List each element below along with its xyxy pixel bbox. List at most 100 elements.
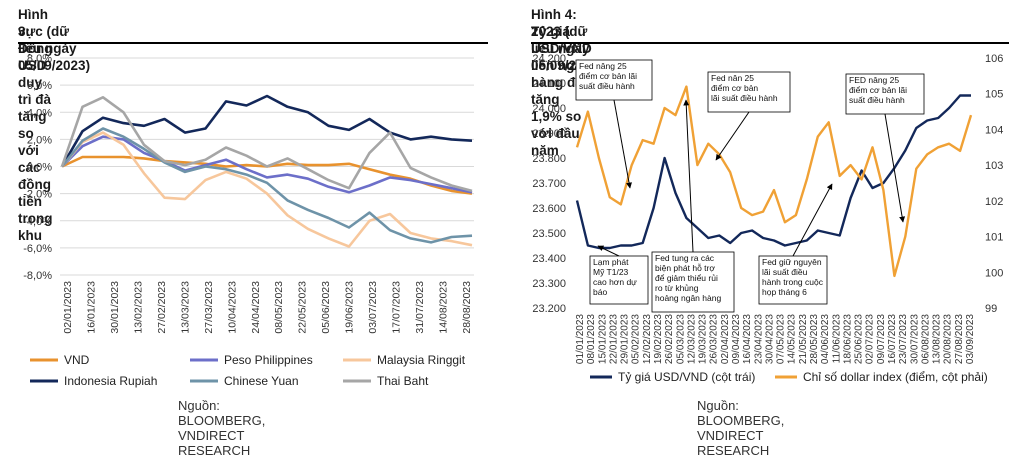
series-line-chi-so-dollar-index-iem-cot-phai: [575, 85, 973, 278]
left-figure-title-line1: Hình 3: Đồng USD duy trì đà tăng so với …: [18, 7, 53, 243]
x-tick-label: 07/05/2023: [776, 314, 787, 364]
annotation-text-line: suất điều hành: [579, 81, 635, 91]
annotation-text-line: suất điều hành: [849, 95, 905, 105]
annotation-box: [651, 251, 735, 313]
x-tick-label: 27/08/2023: [954, 314, 965, 364]
annotation-text: Fed nân 25 điểm cơ bản lãi suất điều hành: [711, 73, 778, 103]
y-left-tick-label: 23.500: [532, 228, 566, 240]
annotation-leader: [792, 183, 833, 257]
annotation-text-line: Fed giữ nguyên: [762, 257, 822, 267]
y-tick-label: 4,0%: [27, 107, 52, 119]
annotation-text-line: FED nâng 25: [849, 75, 899, 85]
y-right-tick-label: 103: [985, 160, 1003, 172]
y-left-tick-label: 23.900: [532, 128, 566, 140]
annotation-text-line: lãi suất điều: [762, 267, 808, 277]
right-chart: 24.200 24.100 24.000 23.900 23.800 23.700 23.6…: [532, 53, 1003, 384]
series-line-ty-gia-usd-vnd-cot-trai: [575, 94, 971, 250]
x-tick-label: 11/06/2023: [831, 314, 842, 364]
annotation-leader: [683, 99, 694, 253]
x-tick-label: 05/03/2023: [675, 314, 686, 364]
x-tick-label: 16/07/2023: [887, 314, 898, 364]
annotation-box: [707, 71, 791, 113]
legend-label-indonesia-rupiah: Indonesia Rupiah: [64, 374, 157, 388]
annotation-text: Fed tung ra các biện phát hỗ trợ để giảm t…: [655, 253, 721, 303]
x-tick-label: 18/06/2023: [842, 314, 853, 364]
x-tick-label: 15/01/2023: [597, 314, 608, 364]
annotation-text-line: Fed tung ra các: [655, 253, 715, 263]
legend-label-ty-gia-usd-vnd-cot-trai: Tỷ giá USD/VND (cột trái): [618, 370, 755, 384]
annotation-text-line: hành trong cuộc: [762, 277, 824, 287]
x-tick-label: 26/02/2023: [664, 314, 675, 364]
x-tick-label: 22/01/2023: [608, 314, 619, 364]
annotation-text-line: biện phát hỗ trợ: [655, 263, 715, 273]
x-tick-label: 14/08/2023: [438, 281, 450, 334]
x-tick-label: 31/07/2023: [414, 281, 426, 334]
x-tick-label: 16/01/2023: [85, 281, 97, 334]
legend-label-chi-so-dollar-index-iem-cot-phai: Chỉ số dollar index (điểm, cột phải): [803, 370, 988, 384]
y-left-tick-label: 23.700: [532, 178, 566, 190]
x-tick-label: 12/03/2023: [686, 314, 697, 364]
legend-label-peso-philippines: Peso Philippines: [224, 353, 313, 367]
x-tick-label: 05/02/2023: [631, 314, 642, 364]
x-tick-label: 30/04/2023: [764, 314, 775, 364]
x-tick-label: 13/03/2023: [179, 281, 191, 334]
x-tick-label: 28/05/2023: [809, 314, 820, 364]
annotation-text-line: Fed nâng 25: [579, 61, 627, 71]
x-tick-label: 19/02/2023: [653, 314, 664, 364]
y-tick-label: -4,0%: [23, 216, 52, 228]
annotation-text-line: họp tháng 6: [762, 287, 807, 297]
series-line-chinese-yuan: [60, 127, 473, 244]
x-tick-label: 04/06/2023: [820, 314, 831, 364]
left-title-rule: [18, 42, 488, 44]
annotation-text-line: hoảng ngân hàng: [655, 293, 721, 303]
x-tick-label: 20/08/2023: [943, 314, 954, 364]
right-source: Nguồn: BLOOMBERG, VNDIRECT RESEARCH: [697, 398, 785, 458]
annotation-text-line: lãi suất điều hành: [711, 93, 778, 103]
y-left-tick-label: 23.800: [532, 153, 566, 165]
legend-label-thai-baht: Thai Baht: [377, 374, 429, 388]
y-left-tick-label: 24.200: [532, 53, 566, 65]
x-tick-label: 12/02/2023: [642, 314, 653, 364]
annotation-text-line: cao hơn dự: [593, 277, 637, 287]
annotation-leader: [715, 111, 750, 161]
annotation-text: Fed giữ nguyên lãi suất điều hành trong cu…: [762, 257, 824, 297]
annotation-text-line: điểm cơ bản: [711, 83, 758, 93]
series-line-thai-baht: [60, 96, 473, 193]
legend-label-vnd: VND: [64, 353, 90, 367]
left-chart: 8,0% 6,0% 4,0% 2,0% 0,0% -2,0% -4,0% -6,0% -8,0%…: [23, 53, 474, 388]
annotation-leader: [597, 245, 620, 257]
annotation-text-line: Mỹ T1/23: [593, 267, 629, 277]
x-tick-label: 03/07/2023: [367, 281, 379, 334]
y-right-tick-label: 104: [985, 124, 1003, 136]
y-left-tick-label: 24.100: [532, 78, 566, 90]
annotation-text-line: ro từ khủng: [655, 283, 699, 293]
y-tick-label: -8,0%: [23, 270, 52, 282]
annotation-box: [575, 59, 653, 101]
x-tick-label: 01/01/2023: [575, 314, 586, 364]
y-left-tick-label: 23.200: [532, 303, 566, 315]
x-tick-label: 30/01/2023: [109, 281, 121, 334]
y-right-tick-label: 102: [985, 196, 1003, 208]
x-tick-label: 06/08/2023: [920, 314, 931, 364]
x-tick-label: 13/02/2023: [132, 281, 144, 334]
x-tick-label: 28/08/2023: [461, 281, 473, 334]
y-right-tick-label: 106: [985, 53, 1003, 65]
x-tick-label: 19/06/2023: [344, 281, 356, 334]
y-tick-label: 0,0%: [27, 162, 52, 174]
annotation-text-line: để giảm thiểu rủi: [655, 273, 718, 283]
x-tick-label: 22/05/2023: [297, 281, 309, 334]
y-right-tick-label: 100: [985, 267, 1003, 279]
y-left-tick-label: 23.300: [532, 278, 566, 290]
x-tick-label: 08/01/2023: [586, 314, 597, 364]
x-tick-label: 02/01/2023: [62, 281, 74, 334]
x-tick-label: 29/01/2023: [620, 314, 631, 364]
x-tick-label: 26/03/2023: [709, 314, 720, 364]
annotation-text-line: Fed nân 25: [711, 73, 754, 83]
y-right-tick-label: 101: [985, 232, 1003, 244]
right-figure-title-line1: Hình 4: Tỷ giá USD/VND liên ngân hàng đã…: [531, 7, 592, 158]
y-right-tick-label: 105: [985, 89, 1003, 101]
series-line-peso-philippines: [61, 135, 473, 194]
x-tick-label: 10/04/2023: [226, 281, 238, 334]
annotation-leader: [884, 113, 906, 223]
x-tick-label: 17/07/2023: [391, 281, 403, 334]
